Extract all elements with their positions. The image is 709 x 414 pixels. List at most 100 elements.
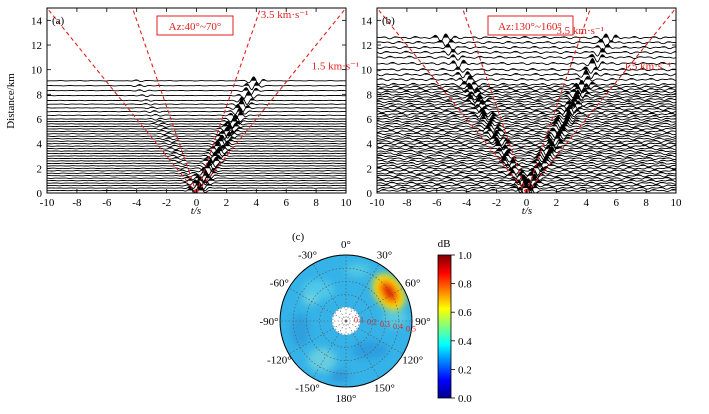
panel-a-ylabel: Distance/km — [5, 73, 17, 129]
polar-angle-label: 60° — [405, 278, 420, 290]
polar-ring — [332, 307, 360, 335]
polar-angle-label: -90° — [259, 316, 278, 328]
seismic-trace — [377, 80, 676, 90]
seismic-trace-fill — [377, 70, 676, 75]
seismic-trace-fill — [47, 142, 346, 147]
seismic-trace-fill — [47, 111, 346, 116]
y-tick-label: 6 — [37, 114, 43, 126]
polar-angle-label: 150° — [374, 383, 395, 395]
seismic-trace — [377, 183, 676, 193]
colorbar-tick-label: 0.8 — [458, 279, 472, 291]
polar-radius-label: 0.2 — [367, 318, 377, 327]
x-tick-label: 8 — [313, 197, 319, 209]
velocity-line-causal — [525, 8, 592, 193]
panel-b-az-label: Az:130°~160° — [498, 21, 562, 33]
seismic-trace-fill — [377, 90, 676, 95]
y-tick-label: 0 — [37, 188, 43, 200]
y-tick-label: 10 — [31, 65, 43, 77]
x-tick-label: 6 — [283, 197, 289, 209]
x-tick-label: -2 — [492, 197, 501, 209]
panel-c: (c) 0° 30° 60° 90° 120° 150° 180° -150° -120° — [259, 231, 472, 405]
seismic-trace — [377, 38, 676, 48]
seismic-trace-fill — [47, 181, 346, 186]
seismic-trace-fill — [47, 171, 346, 176]
polar-angle-label: -120° — [267, 355, 292, 367]
seismic-trace — [377, 144, 676, 153]
seismic-trace-fill — [377, 134, 676, 139]
seismic-trace — [377, 43, 676, 52]
seismic-trace-fill — [377, 176, 676, 181]
x-tick-label: -2 — [162, 197, 171, 209]
panel-c-label: (c) — [292, 231, 305, 243]
colorbar — [437, 254, 452, 399]
panel-b-az-box — [487, 15, 574, 36]
seismic-trace-fill — [377, 33, 676, 38]
seismic-trace-fill — [377, 120, 676, 124]
polar-angle-label: 90° — [415, 316, 430, 328]
y-tick-label: 14 — [31, 15, 43, 27]
x-tick-label: -8 — [402, 197, 412, 209]
panel-a-axes: -10 -8 -6 -4 -2 0 2 4 6 8 10 0 2 4 6 8 10 12 14 — [31, 8, 352, 209]
colorbar-tick-label: 0.6 — [458, 307, 472, 319]
seismic-trace — [47, 104, 346, 113]
x-tick-label: -6 — [432, 197, 442, 209]
velocity-line-acausal — [461, 8, 528, 193]
velocity-line-causal — [195, 8, 262, 193]
panel-a-vel-label-slow: 1.5 km·s⁻¹ — [312, 61, 360, 73]
panel-a-label: (a) — [52, 15, 65, 27]
velocity-line-acausal — [47, 8, 197, 193]
polar-angle-label: -60° — [270, 278, 289, 290]
y-tick-label: 12 — [31, 40, 42, 52]
polar-spoke — [312, 263, 347, 322]
y-tick-label: 4 — [367, 139, 373, 151]
seismic-trace-fill — [47, 175, 346, 179]
y-tick-label: 6 — [367, 114, 373, 126]
seismic-trace-fill — [377, 83, 676, 87]
seismic-trace-fill — [377, 58, 676, 64]
panel-a-traces — [47, 76, 346, 193]
seismic-trace — [47, 96, 346, 106]
seismic-trace — [377, 75, 676, 84]
seismic-trace-fill — [377, 174, 676, 179]
velocity-line-acausal — [131, 8, 198, 193]
seismic-trace-fill — [377, 155, 676, 159]
y-tick-label: 2 — [367, 163, 373, 175]
panel-b-traces — [377, 33, 676, 193]
y-tick-label: 2 — [37, 163, 43, 175]
seismic-trace-fill — [377, 97, 676, 102]
polar-angle-label: 0° — [341, 239, 351, 251]
x-tick-label: 0 — [194, 197, 200, 209]
panel-a-vel-label-fast: 3.5 km·s⁻¹ — [261, 9, 309, 21]
seismic-trace-fill — [377, 92, 676, 97]
seismic-trace — [47, 76, 346, 85]
polar-spoke — [312, 320, 347, 379]
x-tick-label: 0 — [524, 197, 530, 209]
x-tick-label: 6 — [613, 197, 619, 209]
velocity-line-acausal — [377, 8, 527, 193]
seismic-trace-fill — [377, 54, 676, 58]
panel-a-xlabel: t/s — [191, 205, 201, 217]
seismic-trace-fill — [377, 107, 676, 112]
velocity-line-causal — [196, 8, 346, 193]
seismic-trace-fill — [377, 110, 676, 115]
polar-angle-label: -30° — [298, 249, 317, 261]
seismic-trace — [47, 176, 346, 186]
seismic-trace-fill — [377, 137, 676, 142]
x-tick-label: -6 — [102, 197, 112, 209]
colorbar-tick-label: 1.0 — [458, 250, 472, 262]
panel-b-axes: -10 -8 -6 -4 -2 0 2 4 6 8 10 0 2 4 6 8 10 12 14 — [361, 8, 682, 209]
seismic-trace — [47, 107, 346, 116]
x-tick-label: -10 — [370, 197, 385, 209]
panel-a-velocity-lines — [47, 8, 346, 193]
panel-b: -10 -8 -6 -4 -2 0 2 4 6 8 10 0 2 4 6 8 10 12 14 (b) Az:130… — [361, 7, 682, 217]
panel-a-az-box — [156, 15, 234, 36]
panel-b-label: (b) — [382, 15, 395, 27]
seismic-trace — [47, 111, 346, 120]
y-tick-label: 0 — [367, 188, 373, 200]
polar-spoke — [345, 287, 404, 322]
seismic-trace — [377, 127, 676, 137]
seismic-trace-fill — [377, 39, 676, 43]
polar-radius-labels: 0.1 0.2 0.3 0.4 0.5 — [354, 315, 416, 333]
seismic-trace — [47, 90, 346, 100]
polar-angle-label: 120° — [402, 355, 423, 367]
